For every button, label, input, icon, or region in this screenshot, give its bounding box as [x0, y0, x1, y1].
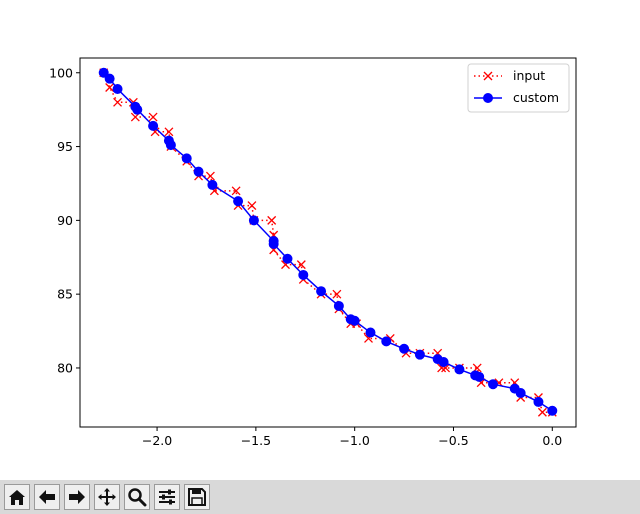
data-point-custom [181, 153, 192, 164]
x-marker-stroke [296, 260, 306, 270]
forward-arrow-icon [69, 490, 85, 504]
data-point-custom [515, 388, 526, 399]
data-point-custom [547, 405, 558, 416]
x-marker-stroke [164, 127, 174, 137]
y-tick-label: 80 [57, 360, 73, 375]
data-point-input [105, 83, 115, 92]
data-point-custom [333, 300, 344, 311]
legend-marker-x [483, 71, 493, 81]
data-point-custom [438, 357, 449, 368]
x-marker-stroke [247, 201, 257, 211]
data-point-custom [112, 83, 123, 94]
x-axis: −2.0 −1.5 −1.0 −0.5 0.0 [142, 427, 562, 448]
legend-input-label: input [513, 68, 545, 83]
data-point-custom [282, 253, 293, 264]
data-point-custom [148, 120, 159, 131]
data-point-input [537, 407, 547, 417]
legend-custom-marker [483, 93, 493, 103]
line-chart: −2.0 −1.5 −1.0 −0.5 0.0 80 85 90 95 100 input cu… [49, 57, 577, 448]
x-marker-stroke [483, 71, 493, 81]
data-point-custom [533, 396, 544, 407]
x-marker-stroke [537, 407, 547, 417]
x-tick-label: −0.5 [438, 433, 468, 448]
x-tick-label: 0.0 [542, 433, 562, 448]
data-point-custom [414, 349, 425, 360]
x-tick-label: −2.0 [142, 433, 172, 448]
pan-icon [98, 488, 116, 506]
series-custom [98, 67, 558, 416]
x-marker-stroke [231, 186, 241, 196]
data-point-custom [233, 196, 244, 207]
data-point-custom [98, 67, 109, 78]
legend-custom-label: custom [513, 90, 559, 105]
navigation-toolbar [0, 480, 640, 514]
x-marker-stroke [148, 112, 158, 122]
data-point-input [231, 186, 241, 196]
x-marker-stroke [113, 97, 123, 107]
data-point-custom [248, 215, 259, 226]
back-button[interactable] [34, 484, 60, 510]
x-marker-stroke [441, 363, 451, 373]
x-marker-stroke [267, 215, 277, 225]
axes-frame [79, 57, 577, 428]
data-point-custom [454, 364, 465, 375]
data-point-input [148, 112, 158, 122]
x-marker-stroke [205, 171, 215, 181]
y-tick-label: 95 [57, 139, 73, 154]
data-point-custom [165, 140, 176, 151]
data-point-custom [381, 336, 392, 347]
configure-subplots-icon [159, 489, 175, 505]
back-arrow-icon [39, 490, 55, 504]
zoom-icon [128, 488, 147, 507]
legend-input-marker [483, 71, 493, 81]
data-point-input [267, 215, 277, 225]
data-point-input [296, 260, 306, 270]
data-point-input [332, 289, 342, 299]
data-point-custom [104, 73, 115, 84]
y-axis: 80 85 90 95 100 [49, 65, 80, 375]
x-marker-stroke [332, 289, 342, 299]
data-point-custom [193, 166, 204, 177]
legend: input custom [467, 63, 570, 113]
x-tick-label: −1.5 [241, 433, 271, 448]
save-icon [188, 488, 206, 506]
x-tick-label: −1.0 [339, 433, 369, 448]
axes-background [80, 58, 576, 427]
data-point-input [205, 171, 215, 181]
data-point-custom [207, 179, 218, 190]
save-button[interactable] [184, 484, 210, 510]
y-tick-label: 90 [57, 213, 73, 228]
series-layer [98, 67, 558, 417]
configure-subplots-button[interactable] [154, 484, 180, 510]
data-point-custom [298, 269, 309, 280]
forward-button[interactable] [64, 484, 90, 510]
data-point-custom [349, 315, 360, 326]
data-point-custom [365, 327, 376, 338]
home-button[interactable] [4, 484, 30, 510]
figure: −2.0 −1.5 −1.0 −0.5 0.0 80 85 90 95 100 input cu… [49, 57, 577, 448]
data-point-custom [132, 104, 143, 115]
data-point-input [164, 127, 174, 137]
data-point-custom [474, 371, 485, 382]
data-point-custom [268, 238, 279, 249]
zoom-button[interactable] [124, 484, 150, 510]
data-point-custom [399, 343, 410, 354]
y-tick-label: 85 [57, 287, 73, 302]
data-point-input [247, 201, 257, 211]
pan-button[interactable] [94, 484, 120, 510]
home-icon [9, 490, 25, 505]
data-point-input [113, 97, 123, 107]
data-point-custom [316, 286, 327, 297]
legend-marker-o [483, 93, 493, 103]
y-tick-label: 100 [49, 65, 73, 80]
x-marker-stroke [105, 83, 115, 92]
data-point-custom [488, 379, 499, 390]
x-marker-stroke [150, 127, 160, 137]
